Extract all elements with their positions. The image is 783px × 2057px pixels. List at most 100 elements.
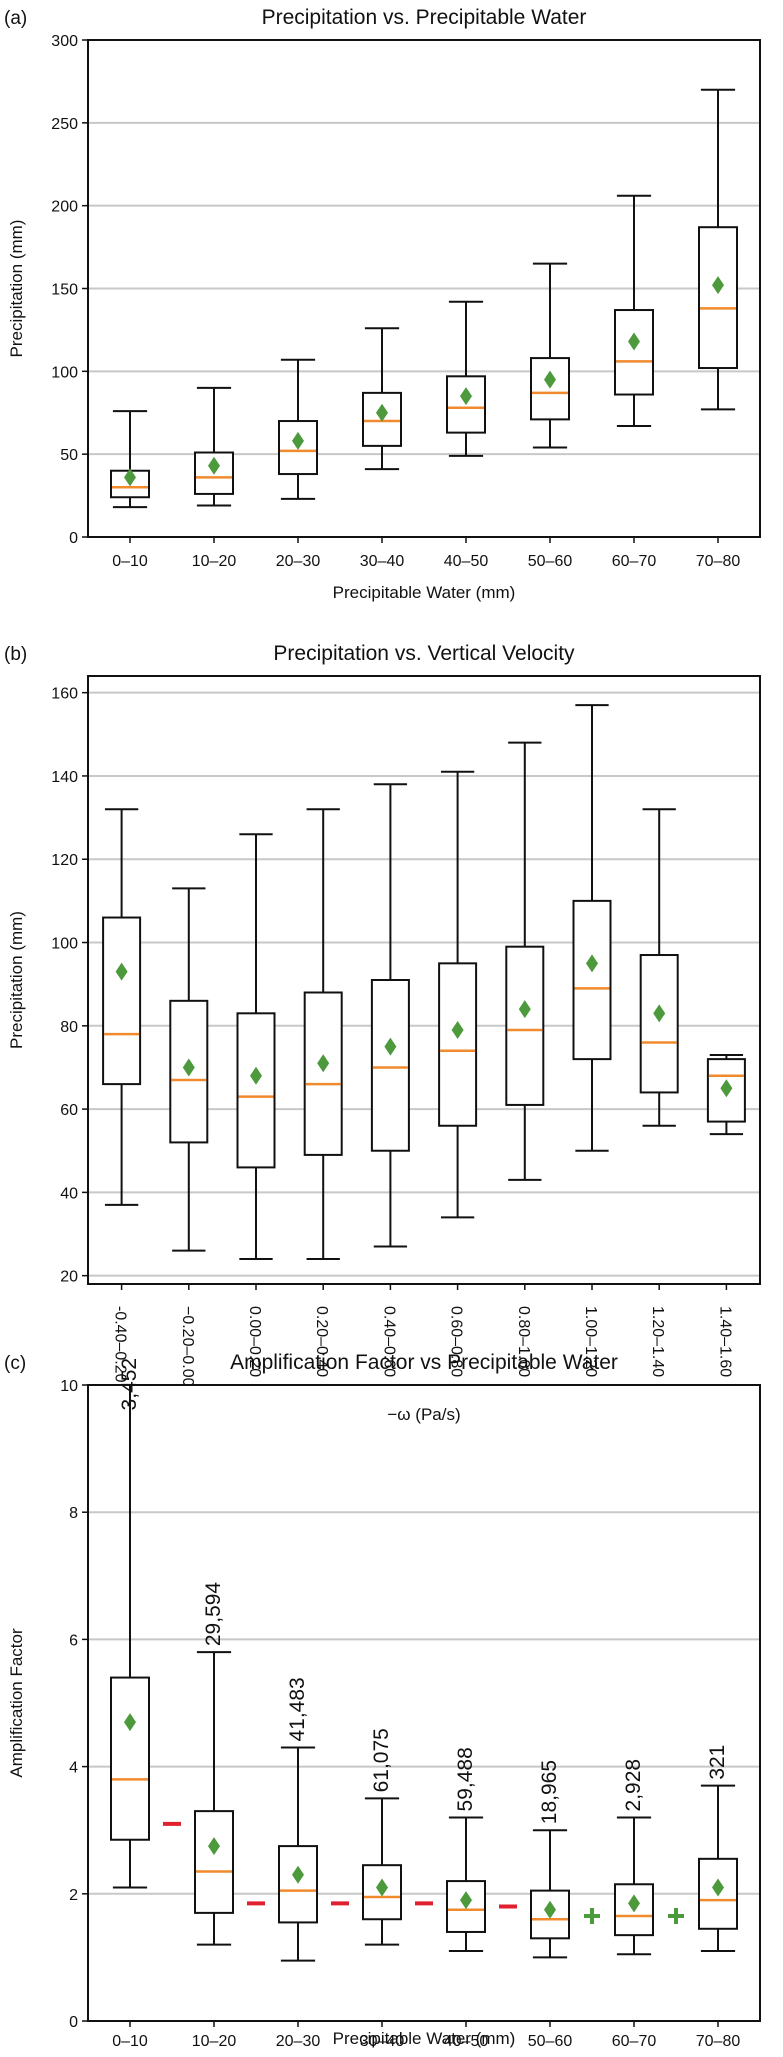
box-iqr bbox=[102, 916, 142, 1086]
box-iqr bbox=[370, 979, 410, 1152]
y-tick-label: 120 bbox=[51, 852, 78, 869]
x-tick-label: 0.20–0.40 bbox=[313, 1306, 330, 1377]
mean-marker bbox=[208, 1837, 220, 1856]
mean-marker bbox=[124, 1713, 136, 1732]
x-tick-label: 1.20–1.40 bbox=[649, 1306, 666, 1377]
chart-title: Amplification Factor vs Precipitable Wat… bbox=[230, 1351, 618, 1374]
mean-marker bbox=[544, 370, 556, 389]
mean-marker bbox=[384, 1037, 397, 1056]
box-iqr bbox=[639, 954, 679, 1094]
chart-title: Precipitation vs. Precipitable Water bbox=[262, 6, 587, 29]
mean-marker bbox=[628, 332, 640, 351]
box-iqr bbox=[194, 1810, 234, 1914]
box-iqr bbox=[303, 991, 343, 1156]
mean-marker bbox=[712, 276, 724, 295]
plus-marker bbox=[584, 1908, 600, 1925]
y-axis-label: Amplification Factor bbox=[7, 1628, 26, 1778]
y-tick-label: 300 bbox=[51, 33, 78, 50]
x-tick-label: 70–80 bbox=[696, 553, 741, 570]
chart-panel-2: 20 40 60 80 100 120 140 160 -0.40–0.20 −0.20–0.00… bbox=[4, 642, 761, 1424]
x-tick-label: 10–20 bbox=[192, 553, 237, 570]
mean-marker bbox=[653, 1004, 666, 1023]
x-tick-label: 40–50 bbox=[444, 553, 489, 570]
mean-marker bbox=[460, 387, 472, 406]
y-tick-label: 10 bbox=[60, 1378, 78, 1395]
mean-marker bbox=[628, 1894, 640, 1913]
box-iqr bbox=[698, 226, 738, 370]
x-tick-label: 0–10 bbox=[112, 553, 148, 570]
x-tick-label: 20–30 bbox=[276, 2033, 321, 2050]
mean-marker bbox=[208, 456, 220, 475]
mean-marker bbox=[518, 1000, 531, 1019]
mean-marker bbox=[720, 1079, 733, 1098]
box-iqr bbox=[505, 945, 545, 1106]
x-tick-label: 1.00–1.20 bbox=[582, 1306, 599, 1377]
x-tick-label: 50–60 bbox=[528, 2033, 573, 2050]
y-tick-label: 150 bbox=[51, 282, 78, 299]
mean-marker bbox=[292, 431, 304, 450]
x-tick-label: 20–30 bbox=[276, 553, 321, 570]
box-iqr bbox=[278, 1845, 318, 1924]
y-tick-label: 140 bbox=[51, 769, 78, 786]
mean-marker bbox=[376, 1878, 388, 1897]
plot-frame bbox=[87, 1384, 761, 2022]
sample-count-label: 3,452 bbox=[118, 1358, 141, 1411]
box-iqr bbox=[110, 1676, 150, 1841]
x-tick-label: 1.40–1.60 bbox=[716, 1306, 733, 1377]
x-tick-label: 0.80–1.00 bbox=[515, 1306, 532, 1377]
y-axis-label: Precipitation (mm) bbox=[7, 220, 26, 358]
box-iqr bbox=[362, 391, 402, 447]
sample-count-label: 2,928 bbox=[622, 1759, 645, 1812]
y-tick-label: 6 bbox=[69, 1632, 78, 1649]
mean-marker bbox=[124, 468, 136, 487]
x-tick-label: 0.40–0.60 bbox=[380, 1306, 397, 1377]
x-tick-label: 30–40 bbox=[360, 553, 405, 570]
box-iqr bbox=[438, 962, 478, 1127]
x-tick-label: 60–70 bbox=[612, 553, 657, 570]
y-tick-label: 100 bbox=[51, 364, 78, 381]
y-tick-label: 100 bbox=[51, 936, 78, 953]
sample-count-label: 18,965 bbox=[538, 1760, 561, 1824]
plot-frame bbox=[87, 675, 761, 1285]
y-tick-label: 250 bbox=[51, 116, 78, 133]
y-axis-label: Precipitation (mm) bbox=[7, 911, 26, 1049]
x-tick-label: -0.40–0.20 bbox=[112, 1306, 129, 1383]
x-axis-label: Precipitable Water (mm) bbox=[333, 2029, 516, 2048]
chart-panel-1: 0 50 100 150 200 250 300 0–10 10–20 20–30 30–40 40–… bbox=[4, 6, 761, 602]
y-tick-label: 20 bbox=[60, 1269, 78, 1286]
y-tick-label: 0 bbox=[69, 530, 78, 547]
x-tick-label: 60–70 bbox=[612, 2033, 657, 2050]
x-tick-label: 0.00–0.20 bbox=[246, 1306, 263, 1377]
mean-marker bbox=[451, 1020, 464, 1039]
y-tick-label: 4 bbox=[69, 1760, 78, 1777]
mean-marker bbox=[317, 1054, 330, 1073]
mean-marker bbox=[376, 403, 388, 422]
x-tick-label: 0–10 bbox=[112, 2033, 148, 2050]
panel-label: (c) bbox=[4, 1353, 26, 1374]
chart-title: Precipitation vs. Vertical Velocity bbox=[273, 642, 575, 665]
sample-count-label: 41,483 bbox=[286, 1677, 309, 1741]
y-tick-label: 50 bbox=[60, 447, 78, 464]
x-tick-label: 40–50 bbox=[444, 2033, 489, 2050]
x-tick-label: 70–80 bbox=[696, 2033, 741, 2050]
box-iqr bbox=[530, 357, 570, 421]
sample-count-label: 321 bbox=[706, 1745, 729, 1780]
mean-marker bbox=[115, 962, 128, 981]
box-iqr bbox=[236, 1012, 276, 1169]
y-tick-label: 8 bbox=[69, 1505, 78, 1522]
x-tick-label: −0.20–0.00 bbox=[179, 1306, 196, 1387]
x-axis-label: −ω (Pa/s) bbox=[387, 1405, 460, 1424]
sample-count-label: 59,488 bbox=[454, 1747, 477, 1811]
plus-marker bbox=[668, 1908, 684, 1925]
box-iqr bbox=[572, 899, 612, 1061]
box-iqr bbox=[614, 309, 654, 396]
y-tick-label: 40 bbox=[60, 1185, 78, 1202]
panel-label: (b) bbox=[4, 644, 27, 665]
mean-marker bbox=[544, 1900, 556, 1919]
x-tick-label: 30–40 bbox=[360, 2033, 405, 2050]
y-tick-label: 0 bbox=[69, 2014, 78, 2031]
x-axis-label: Precipitable Water (mm) bbox=[333, 583, 516, 602]
sample-count-label: 61,075 bbox=[370, 1728, 393, 1792]
mean-marker bbox=[712, 1878, 724, 1897]
